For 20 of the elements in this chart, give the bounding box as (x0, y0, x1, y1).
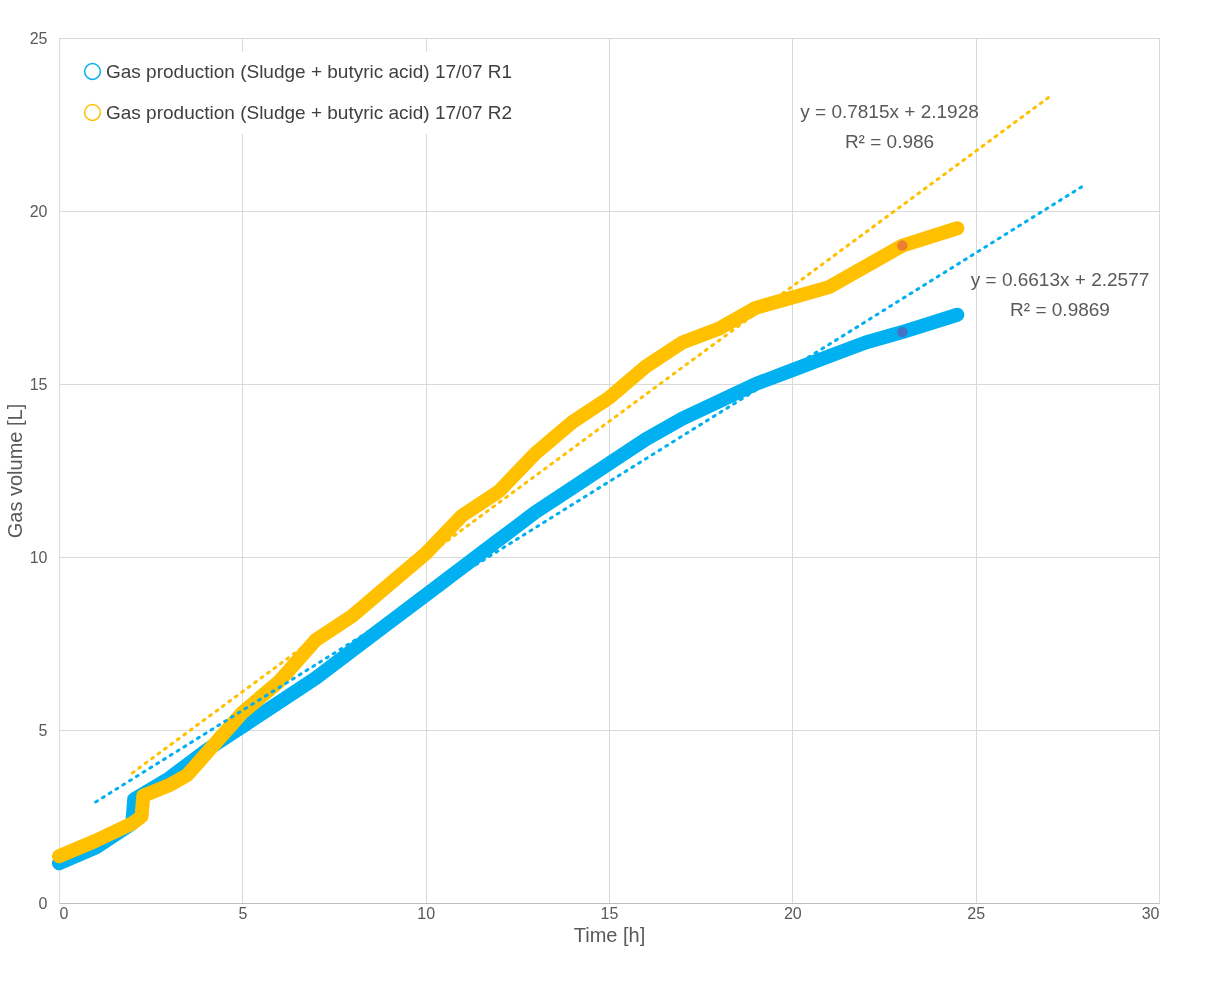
y-tick-label: 20 (29, 202, 48, 220)
x-axis-title: Time [h] (573, 923, 646, 946)
x-tick-label: 5 (238, 904, 248, 922)
x-tick-label: 25 (967, 904, 986, 922)
x-tick-label: 20 (783, 904, 802, 922)
annotation: R² = 0.9869 (1010, 299, 1110, 321)
y-tick-label: 10 (29, 548, 48, 566)
y-tick-label: 5 (38, 721, 48, 739)
legend-label: Gas production (Sludge + butyric acid) 17/07 R2 (106, 101, 513, 123)
x-tick-label: 10 (417, 904, 436, 922)
annotation: y = 0.6613x + 2.2577 (970, 269, 1150, 291)
annotation: R² = 0.986 (844, 130, 935, 152)
x-tick-label: 30 (1141, 904, 1160, 922)
y-axis-title: Gas volume [L] (3, 403, 26, 539)
legend-label: Gas production (Sludge + butyric acid) 17/07 R1 (106, 60, 513, 82)
x-tick-label: 15 (600, 904, 619, 922)
x-tick-label: 0 (59, 904, 69, 922)
annotation: y = 0.7815x + 2.1928 (800, 100, 979, 122)
y-tick-label: 25 (29, 29, 48, 47)
y-tick-label: 15 (29, 375, 48, 393)
